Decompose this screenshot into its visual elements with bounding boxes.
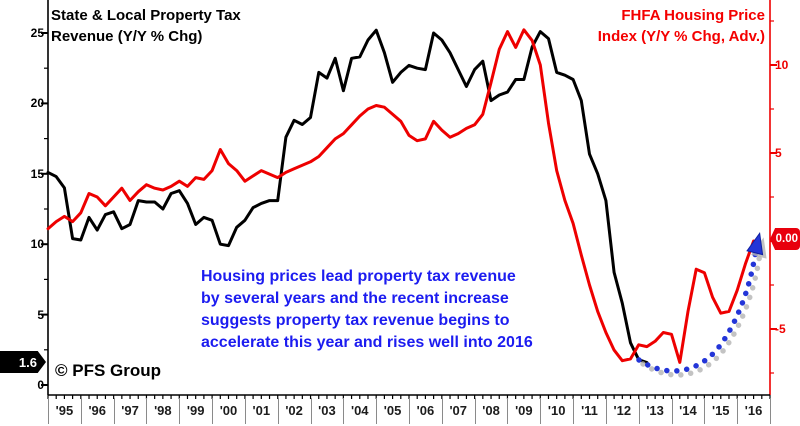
x-axis-year-label: '01 [252, 403, 271, 418]
x-axis-year-divider [441, 398, 443, 424]
x-axis-year-label: '00 [219, 403, 238, 418]
x-axis-year-divider [80, 398, 82, 424]
x-axis-year-label: '96 [88, 403, 106, 418]
left-axis-tick-label: 10 [30, 237, 44, 252]
x-axis-year-label: '09 [515, 403, 533, 418]
latest-value-right-badge: 0.00 [770, 228, 800, 250]
x-axis-year-label: '99 [186, 403, 205, 418]
x-axis-year-divider [212, 398, 214, 424]
x-axis-year-divider [638, 398, 640, 424]
housing-price-line [46, 28, 756, 364]
left-axis-tick-label: 0 [37, 378, 44, 392]
x-axis-year-divider [573, 398, 575, 424]
annotation-text: Housing prices lead property tax revenue… [201, 268, 533, 351]
x-axis-year-label: '15 [711, 403, 730, 418]
right-axis-tick-label: 5 [775, 146, 782, 160]
x-axis-year-label: '11 [581, 403, 598, 418]
left-axis-tick-label: 15 [30, 166, 44, 181]
x-axis-year-divider [343, 398, 345, 424]
x-axis-year-divider [179, 398, 181, 424]
x-axis-year-divider [277, 398, 279, 424]
x-axis-year-divider [704, 398, 706, 424]
x-axis-year-divider [474, 398, 476, 424]
x-axis-year-divider [770, 398, 771, 424]
latest-value-left-badge: 1.6 [0, 351, 46, 373]
x-axis-year-label: '97 [121, 403, 139, 418]
x-axis-year-label: '95 [55, 403, 74, 418]
right-axis-tick-label: -5 [775, 322, 786, 336]
x-axis-year-divider [737, 398, 739, 424]
trend-arrowhead-icon [746, 232, 764, 256]
x-axis-year-divider [605, 398, 607, 424]
x-axis-year-divider [244, 398, 246, 424]
x-axis-year-label: '03 [318, 403, 336, 418]
x-axis-year-label: '10 [547, 403, 566, 418]
x-axis-year-label: '07 [449, 403, 467, 418]
x-axis-year-divider [146, 398, 148, 424]
x-axis-year-label: '02 [285, 403, 303, 418]
x-axis-year-divider [409, 398, 410, 424]
x-axis-year-label: '14 [679, 403, 697, 418]
x-axis-year-divider [540, 398, 542, 424]
x-axis-year-label: '04 [350, 403, 369, 418]
left-axis-tick-label: 5 [37, 307, 44, 322]
x-axis-year-divider [507, 398, 509, 424]
x-axis-year-label: '08 [482, 403, 500, 418]
trend-arrow-dotted-curve [636, 246, 759, 374]
x-axis-year-label: '06 [416, 403, 435, 418]
property-tax-line [46, 28, 649, 364]
right-axis-tick-label: 10 [775, 58, 789, 72]
x-axis-year-divider [113, 398, 115, 424]
copyright-watermark: © PFS Group [55, 361, 162, 380]
x-axis-year-divider [48, 398, 49, 424]
x-axis-year-label: '16 [744, 403, 763, 418]
x-axis-year-divider [376, 398, 378, 424]
left-axis-tick-label: 20 [30, 96, 44, 111]
x-axis-year-label: '98 [154, 403, 172, 418]
left-series-title: State & Local Property Tax Revenue (Y/Y … [51, 7, 241, 45]
x-axis-year-label: '12 [613, 403, 632, 418]
left-axis-tick-label: 25 [30, 26, 44, 40]
right-series-title: FHFA Housing Price Index (Y/Y % Chg, Adv… [597, 7, 765, 45]
x-axis-year-divider [671, 398, 673, 424]
trend-arrow-shadow [640, 250, 763, 378]
x-axis-year-label: '13 [646, 403, 664, 418]
x-axis-year-label: '05 [383, 403, 402, 418]
x-axis-year-divider [310, 398, 312, 424]
